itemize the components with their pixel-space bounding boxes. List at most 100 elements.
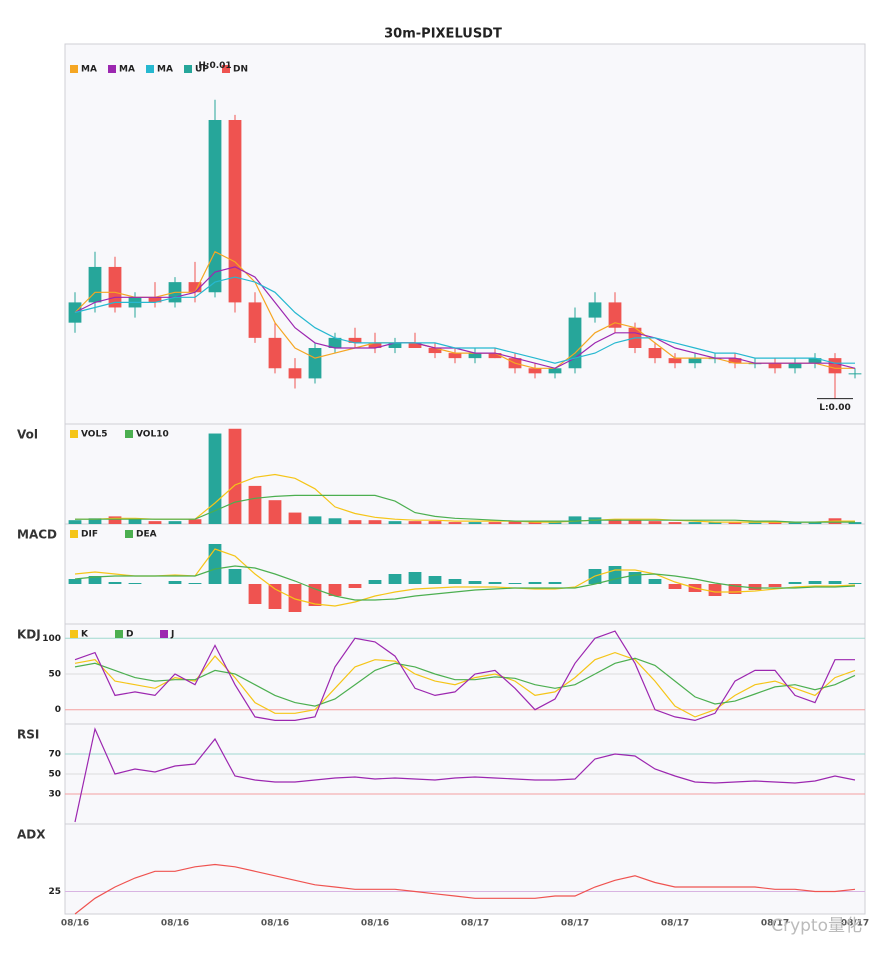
bar — [368, 580, 382, 584]
candle-body — [588, 302, 602, 318]
bar — [168, 581, 182, 584]
bar — [228, 569, 242, 584]
bar — [848, 583, 862, 584]
bar — [188, 519, 202, 524]
panel — [64, 523, 866, 625]
bar — [368, 520, 382, 524]
bar — [448, 522, 462, 524]
legend-swatch — [70, 530, 78, 538]
candle-body — [288, 368, 302, 379]
bar — [748, 584, 762, 590]
line — [74, 565, 856, 601]
bar — [488, 522, 502, 524]
candle-body — [388, 342, 402, 348]
panel-label: Vol — [17, 428, 38, 442]
candle-body — [788, 363, 802, 369]
legend-swatch — [160, 630, 168, 638]
legend-label: VOL10 — [136, 430, 169, 440]
bar — [508, 583, 522, 584]
candle-body — [108, 266, 122, 308]
bar — [708, 522, 722, 524]
candle-body — [368, 342, 382, 348]
bar — [768, 584, 782, 587]
line — [74, 276, 855, 364]
legend-label: VOL5 — [81, 430, 107, 440]
bar — [448, 579, 462, 584]
low-label: L:0.00 — [819, 403, 851, 413]
bar — [328, 518, 342, 524]
bar — [528, 522, 542, 524]
bar — [88, 518, 102, 524]
y-tick-label: 70 — [48, 750, 61, 760]
line — [75, 494, 855, 523]
candle-body — [308, 348, 322, 379]
candle-body — [328, 337, 342, 348]
x-tick-label: 08/17 — [661, 919, 689, 929]
bar — [668, 584, 682, 589]
bar — [788, 582, 802, 584]
candle-body — [688, 358, 702, 364]
chart-title: 30m-PIXELUSDT — [384, 27, 502, 42]
bar — [108, 582, 122, 584]
line — [74, 863, 856, 915]
bar — [428, 576, 442, 584]
panel — [64, 423, 866, 525]
candle-body — [228, 120, 242, 303]
y-tick-label: 100 — [42, 634, 61, 644]
bar — [428, 521, 442, 524]
bar — [308, 516, 322, 524]
panel-label: MACD — [17, 528, 57, 542]
candle-body — [68, 302, 82, 323]
bar — [648, 579, 662, 584]
bar — [388, 574, 402, 584]
bar — [68, 520, 82, 524]
bar — [768, 522, 782, 524]
candle-body — [488, 353, 502, 359]
bar — [188, 583, 202, 584]
bar — [728, 584, 742, 594]
legend-label: MA — [119, 65, 135, 75]
panel — [64, 43, 866, 425]
legend-swatch — [222, 65, 230, 73]
bar — [288, 512, 302, 524]
bar — [708, 584, 722, 596]
bar — [128, 583, 142, 584]
bar — [168, 521, 182, 524]
bar — [848, 522, 862, 524]
bar — [108, 516, 122, 524]
bar — [688, 522, 702, 524]
x-tick-label: 08/16 — [161, 919, 189, 929]
bar — [228, 428, 242, 524]
y-tick-label: 50 — [48, 770, 61, 780]
bar — [268, 500, 282, 524]
bar — [628, 572, 642, 584]
legend-label: D — [126, 630, 133, 640]
bar — [68, 579, 82, 584]
x-tick-label: 08/16 — [361, 919, 389, 929]
bar — [248, 485, 262, 524]
bar — [508, 521, 522, 524]
bar — [348, 584, 362, 588]
candle-body — [848, 373, 862, 375]
x-tick-label: 08/17 — [561, 919, 589, 929]
bar — [468, 581, 482, 584]
legend-label: K — [81, 630, 89, 640]
candle-body — [428, 348, 442, 354]
legend-swatch — [70, 430, 78, 438]
bar — [128, 519, 142, 524]
legend-label: DIF — [81, 530, 98, 540]
bar — [608, 519, 622, 524]
candle-body — [248, 302, 262, 338]
y-tick-label: 25 — [48, 887, 61, 897]
candle-body — [828, 358, 842, 374]
x-tick-label: 08/17 — [841, 919, 869, 929]
candle-body — [768, 363, 782, 369]
x-tick-label: 08/16 — [261, 919, 289, 929]
candle-body — [728, 358, 742, 364]
bar — [288, 584, 302, 612]
bar — [388, 521, 402, 524]
y-tick-label: 30 — [48, 790, 61, 800]
legend-swatch — [70, 630, 78, 638]
bar — [268, 584, 282, 609]
